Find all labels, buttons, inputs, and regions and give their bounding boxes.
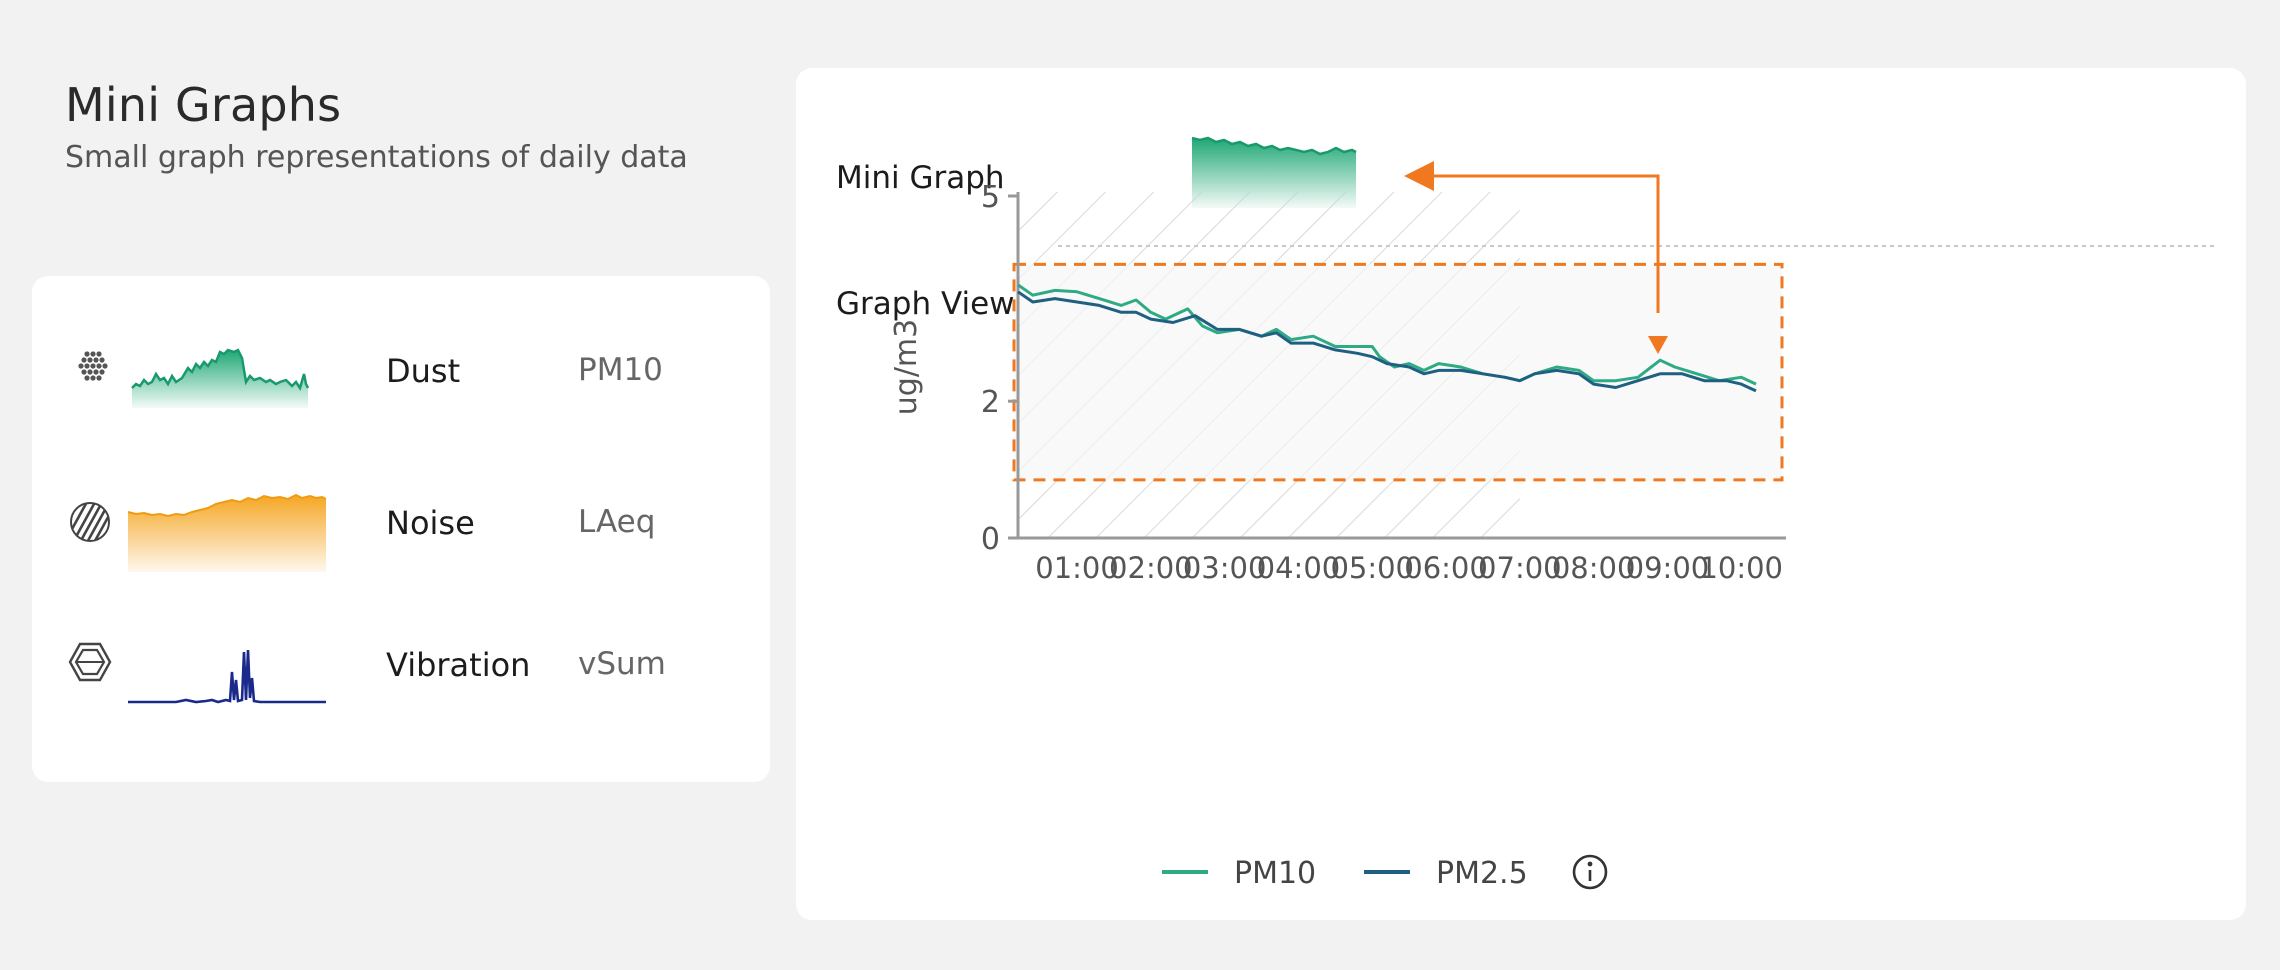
- x-tick-label: 04:00: [1257, 551, 1341, 585]
- x-tick-label: 10:00: [1699, 551, 1783, 585]
- x-tick-label: 02:00: [1109, 551, 1193, 585]
- series-line-pm25: [1017, 290, 1757, 393]
- y-tick-label: 0: [981, 522, 1000, 557]
- mini-graph-preview: [1191, 136, 1357, 208]
- x-tick-label: 05:00: [1330, 551, 1414, 585]
- legend-label-pm10: PM10: [1234, 856, 1316, 891]
- vibration-sparkline: [128, 649, 326, 704]
- sensor-name-dust: Dust: [386, 352, 461, 390]
- x-tick-label: 06:00: [1404, 551, 1488, 585]
- hexagon-outline-icon: [68, 642, 112, 682]
- y-axis-label: ug/m3: [889, 319, 924, 415]
- dust-sparkline: [131, 348, 310, 408]
- x-tick-label: 01:00: [1035, 551, 1119, 585]
- page-title: Mini Graphs: [65, 78, 342, 132]
- sensor-list-card: Dust PM10: [32, 276, 770, 782]
- chart-legend: PM10 PM2.5: [1162, 854, 1608, 891]
- graph-view-label: Graph View: [836, 286, 1015, 322]
- annotation-arrowhead-down: [1648, 336, 1668, 354]
- dots-hexagon-icon: [78, 351, 108, 381]
- y-tick-label: 2: [981, 385, 1000, 420]
- page-subtitle: Small graph representations of daily dat…: [65, 140, 688, 175]
- sensor-name-vibration: Vibration: [386, 646, 531, 684]
- x-tick-label: 09:00: [1626, 551, 1710, 585]
- annotation-arrow: [1404, 161, 1660, 313]
- graph-explanation-card: Mini Graph Graph View: [796, 68, 2246, 920]
- series-line-pm10: [1017, 283, 1757, 386]
- x-tick-label: 08:00: [1552, 551, 1636, 585]
- x-tick-label: 07:00: [1478, 551, 1562, 585]
- striped-circle-icon: [70, 502, 110, 542]
- mini-graph-label: Mini Graph: [836, 160, 1005, 196]
- legend-label-pm25: PM2.5: [1436, 856, 1528, 891]
- sensor-metric-noise: LAeq: [578, 504, 656, 540]
- y-tick-label: 5: [981, 180, 1000, 215]
- info-circle-icon[interactable]: [1572, 854, 1608, 890]
- sensor-metric-vibration: vSum: [578, 646, 666, 682]
- x-tick-label: 03:00: [1183, 551, 1267, 585]
- highlight-range-box: [1012, 262, 1784, 482]
- graph-view-chart: 025 01:0002:0003:0004:0005:0006:0007:000…: [889, 180, 1786, 585]
- noise-sparkline: [127, 493, 327, 572]
- main-graphics: 025 01:0002:0003:0004:0005:0006:0007:000…: [889, 136, 2216, 891]
- sensor-metric-dust: PM10: [578, 352, 663, 388]
- sensor-name-noise: Noise: [386, 504, 475, 542]
